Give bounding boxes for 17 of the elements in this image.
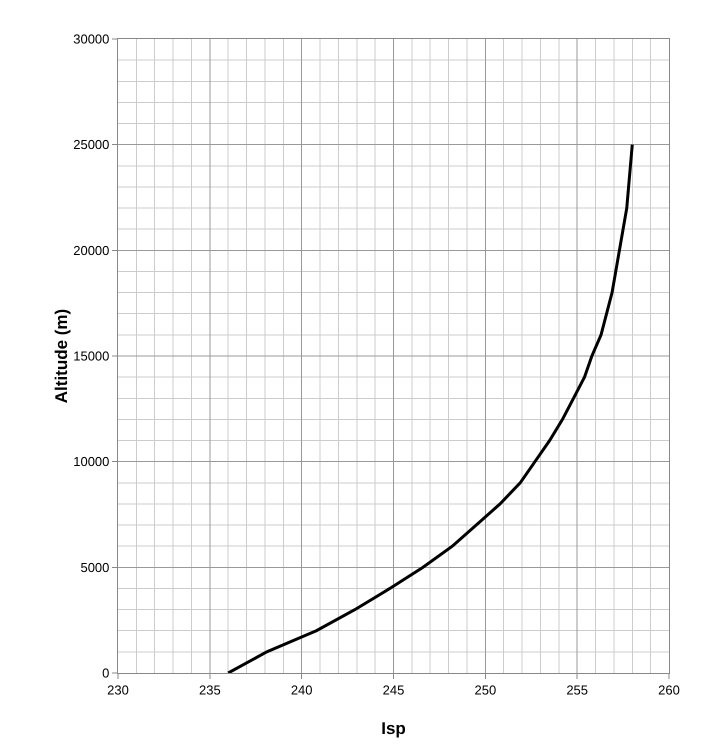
y-tick-label: 15000	[73, 348, 110, 364]
y-tick-label: 0	[102, 666, 110, 681]
x-tick-label: 235	[198, 682, 221, 698]
y-tick-label: 10000	[73, 454, 110, 470]
x-tick-label: 250	[474, 682, 496, 698]
y-tick-label: 30000	[73, 32, 110, 47]
x-tick-label: 260	[658, 682, 680, 698]
line-series	[226, 143, 634, 673]
y-axis-title: Altitude (m)	[52, 308, 72, 404]
x-tick-label: 240	[290, 682, 313, 698]
x-axis-title: Isp	[381, 719, 406, 738]
x-tick-label: 255	[566, 682, 588, 698]
x-tick-label: 245	[382, 682, 404, 698]
y-tick-label: 5000	[80, 560, 110, 575]
x-tick-label: 230	[107, 682, 129, 698]
y-tick-label: 25000	[73, 137, 110, 152]
y-tick-label: 20000	[73, 242, 110, 258]
